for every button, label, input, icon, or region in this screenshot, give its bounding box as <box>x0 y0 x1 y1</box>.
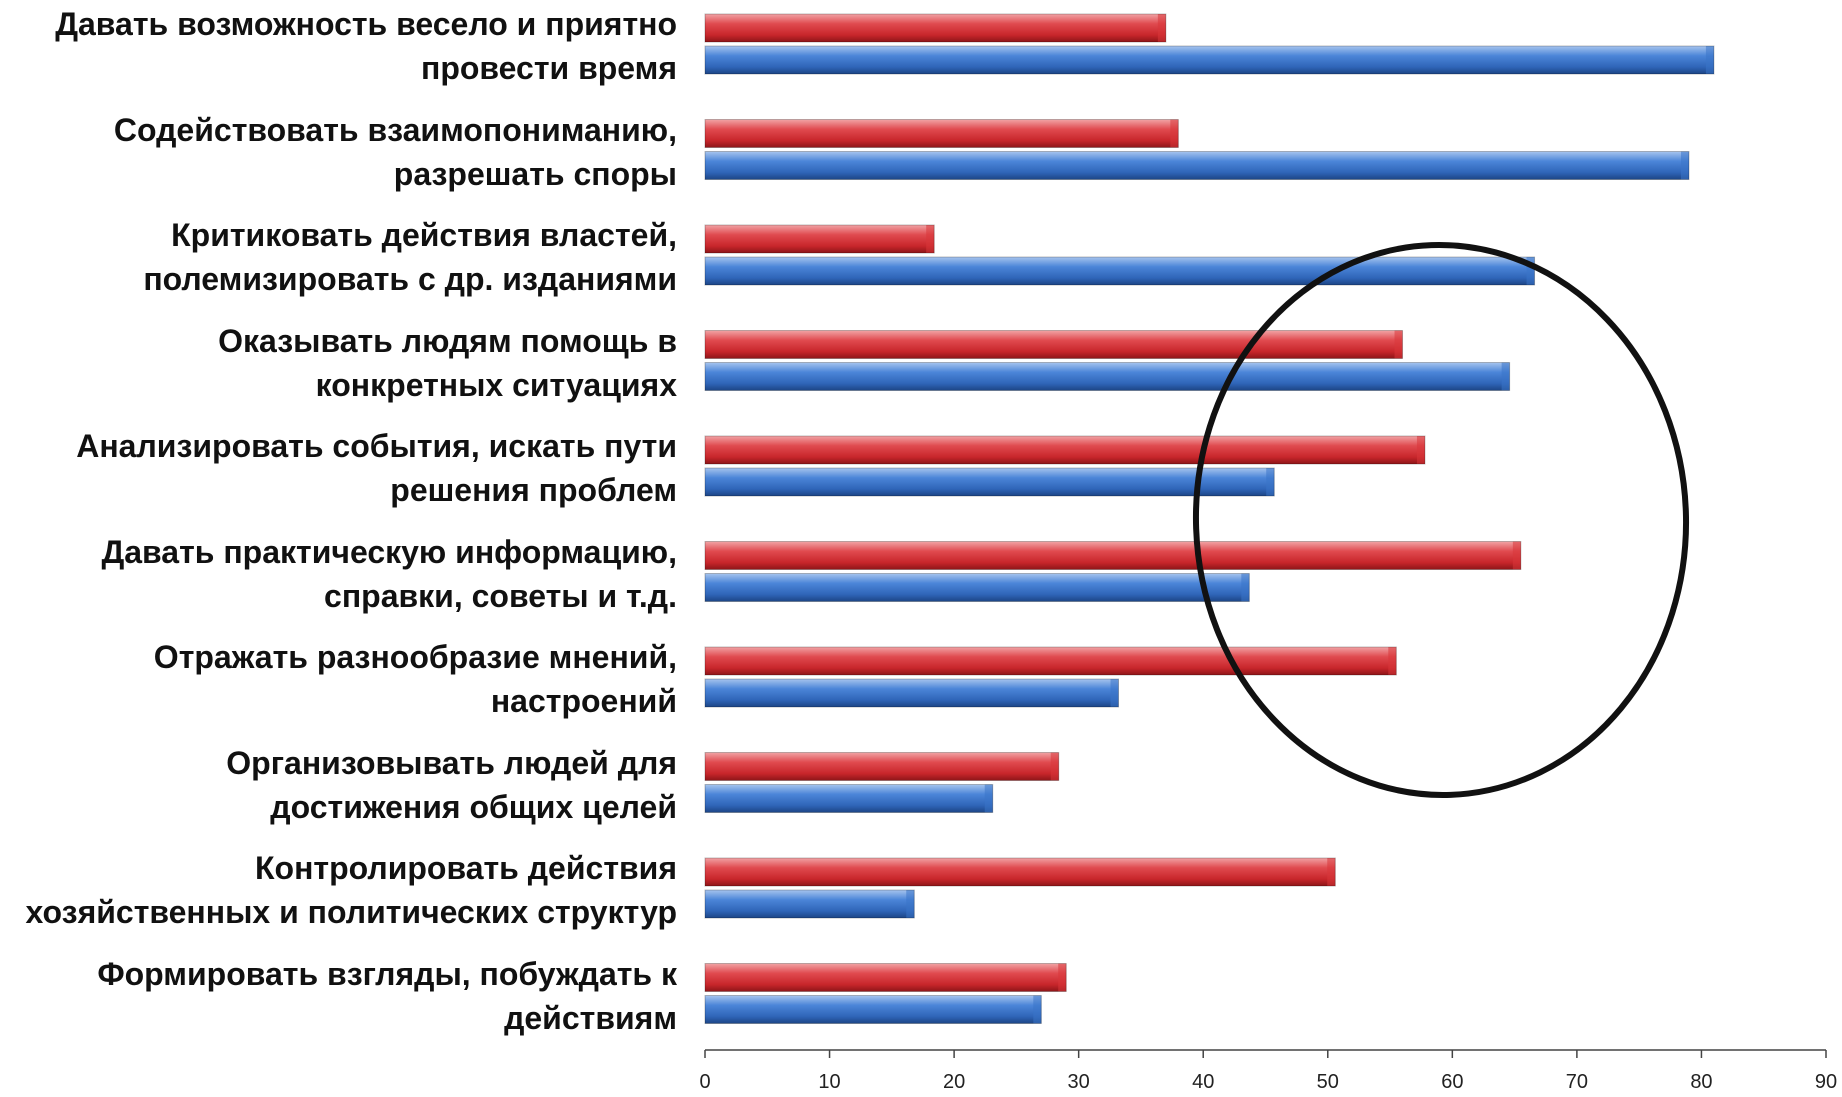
bar-series-2-6 <box>705 574 1249 602</box>
bar-series-1-10 <box>705 964 1066 992</box>
bar-series-2-7 <box>705 679 1119 707</box>
bar-series-1-9 <box>705 858 1335 886</box>
bar-series-1-6 <box>705 542 1521 570</box>
bar-series-2-5 <box>705 468 1274 496</box>
category-label: Контролировать действия хозяйственных и … <box>0 846 677 934</box>
x-tick-label: 70 <box>1566 1071 1588 1093</box>
x-tick-label: 20 <box>943 1071 965 1093</box>
category-label: Критиковать действия властей, полемизиро… <box>0 213 677 301</box>
x-tick-label: 50 <box>1317 1071 1339 1093</box>
bar-series-1-4 <box>705 331 1403 359</box>
bar-series-1-2 <box>705 120 1178 148</box>
bar-series-2-3 <box>705 257 1535 285</box>
bar-series-1-5 <box>705 436 1425 464</box>
category-label: Анализировать события, искать пути решен… <box>0 424 677 512</box>
x-tick-label: 90 <box>1815 1071 1837 1093</box>
bar-series-1-1 <box>705 14 1166 42</box>
x-tick-label: 80 <box>1690 1071 1712 1093</box>
bar-series-2-9 <box>705 890 914 918</box>
bar-series-2-2 <box>705 152 1689 180</box>
bar-series-1-7 <box>705 647 1396 675</box>
category-label: Оказывать людям помощь в конкретных ситу… <box>0 319 677 407</box>
category-label: Давать возможность весело и приятно пров… <box>0 2 677 90</box>
bar-series-2-1 <box>705 46 1714 74</box>
x-tick-label: 0 <box>699 1071 710 1093</box>
x-tick-label: 40 <box>1192 1071 1214 1093</box>
category-label: Организовывать людей для достижения общи… <box>0 741 677 829</box>
bar-series-1-3 <box>705 225 934 253</box>
category-label: Формировать взгляды, побуждать к действи… <box>0 952 677 1040</box>
x-tick-label: 30 <box>1068 1071 1090 1093</box>
bar-series-2-10 <box>705 996 1041 1024</box>
bar-series-2-8 <box>705 785 993 813</box>
x-tick-label: 60 <box>1441 1071 1463 1093</box>
bar-series-2-4 <box>705 363 1510 391</box>
x-tick-label: 10 <box>818 1071 840 1093</box>
category-label: Содействовать взаимопониманию, разрешать… <box>0 108 677 196</box>
highlight-ellipse <box>1187 237 1696 804</box>
bar-series-1-8 <box>705 753 1059 781</box>
category-label: Давать практическую информацию, справки,… <box>0 530 677 618</box>
category-label: Отражать разнообразие мнений, настроений <box>0 635 677 723</box>
